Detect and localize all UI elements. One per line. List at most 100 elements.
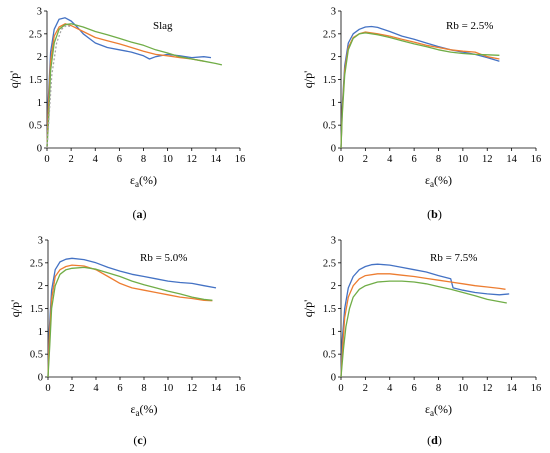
x-tick-label: 2 [363,383,368,394]
x-tick-label: 6 [117,154,122,165]
panel-label: (d) [427,433,442,447]
x-tick-label: 8 [141,383,146,394]
y-axis-label: q/p' [301,300,315,318]
x-axis-label: εa(%) [130,402,157,418]
panel-annotation: Slag [153,20,173,32]
y-tick-label: 3 [38,236,43,247]
chart-panel-3: 0 2 4 6 8 10 12 14 16 0 0.5 1 1.5 2 2.5 3 q/p' εa(%) Rb = … [8,236,245,448]
y-tick-label: 1 [331,98,336,109]
y-tick-label: 0 [37,144,42,155]
x-tick-label: 4 [387,383,393,394]
x-tick-label: 12 [187,154,198,165]
x-tick-label: 0 [338,383,343,394]
y-tick-label: 1.5 [323,304,336,315]
y-tick-label: 3 [331,236,336,247]
x-axis-label-subscript: a [136,408,140,418]
x-axis-label-subscript: a [430,179,434,189]
panel-label: (c) [133,433,146,447]
x-axis-label: εa(%) [130,173,157,189]
series-line-2 [340,31,500,149]
y-tick-label: 2 [37,52,42,63]
x-axis-label-unit: (%) [139,173,157,187]
panel-label-letter: a [137,207,143,221]
x-tick-label: 6 [412,383,417,394]
y-tick-label: 0.5 [30,350,43,361]
panel-label-open: ( [427,433,431,447]
x-tick-label: 12 [187,383,198,394]
y-tick-label: 0 [331,373,336,384]
x-tick-label: 10 [458,154,469,165]
x-axis-label-unit: (%) [140,402,158,416]
x-axis-label-base: ε [130,402,135,416]
series-line-1 [47,257,217,378]
x-tick-label: 10 [458,383,469,394]
panel-label: (b) [427,207,442,221]
y-tick-label: 1 [331,327,336,338]
x-tick-label: 0 [338,154,343,165]
x-tick-label: 14 [211,383,222,394]
series-line-2 [340,273,506,378]
x-axis-label-subscript: a [135,179,139,189]
y-tick-label: 2.5 [29,29,42,40]
x-tick-label: 2 [69,154,74,165]
x-tick-label: 0 [44,154,49,165]
x-axis-label: εa(%) [425,402,452,418]
y-tick-label: 1.5 [29,75,42,86]
panel-annotation: Rb = 5.0% [140,252,187,264]
panel-label-letter: b [431,207,438,221]
x-axis-label-base: ε [130,173,135,187]
panel-label-close: ) [143,433,147,447]
panel-label-letter: c [137,433,143,447]
x-tick-label: 14 [506,383,517,394]
y-axis-label: q/p' [301,71,315,89]
series-line-1 [340,263,510,378]
y-tick-label: 2 [331,52,336,63]
y-tick-label: 1 [38,327,43,338]
x-tick-label: 8 [436,154,441,165]
x-tick-label: 2 [363,154,368,165]
x-tick-label: 0 [45,383,50,394]
x-tick-label: 16 [235,154,246,165]
x-axis-label-unit: (%) [434,173,452,187]
x-axis-label-subscript: a [430,408,434,418]
x-tick-label: 12 [482,154,493,165]
x-tick-label: 10 [163,383,174,394]
y-tick-label: 3 [331,7,336,18]
x-tick-label: 8 [141,154,146,165]
y-tick-label: 2.5 [323,258,336,269]
x-axis-label-unit: (%) [434,402,452,416]
y-tick-label: 2.5 [323,29,336,40]
x-axis-label: εa(%) [425,173,452,189]
y-axis-label: q/p' [8,300,22,318]
x-tick-label: 4 [93,383,99,394]
chart-panel-4: 0 2 4 6 8 10 12 14 16 0 0.5 1 1.5 2 2.5 3 q/p' εa(%) Rb = … [301,236,541,448]
y-tick-label: 1.5 [30,304,43,315]
x-tick-label: 14 [211,154,222,165]
x-axis-label-base: ε [425,173,430,187]
y-axis-label: q/p' [7,71,21,89]
x-tick-label: 4 [93,154,99,165]
series-line-3 [340,32,500,149]
y-tick-label: 0.5 [323,121,336,132]
x-tick-label: 16 [235,383,246,394]
y-tick-label: 2 [331,281,336,292]
panel-annotation: Rb = 7.5% [430,252,477,264]
y-tick-label: 1.5 [323,75,336,86]
x-tick-label: 14 [506,154,517,165]
panel-label-close: ) [438,207,442,221]
panel-label-letter: d [431,433,438,447]
panel-label-close: ) [438,433,442,447]
panel-label-close: ) [143,207,147,221]
panel-label: (a) [133,207,147,221]
y-tick-label: 1 [37,98,42,109]
x-axis-label-base: ε [425,402,430,416]
y-tick-label: 0.5 [29,121,42,132]
x-tick-label: 8 [436,383,441,394]
y-tick-label: 3 [37,7,42,18]
x-tick-label: 16 [531,154,542,165]
y-tick-label: 0 [38,373,43,384]
x-tick-label: 10 [162,154,173,165]
series-line-1 [46,17,212,149]
panel-label-open: ( [133,433,137,447]
